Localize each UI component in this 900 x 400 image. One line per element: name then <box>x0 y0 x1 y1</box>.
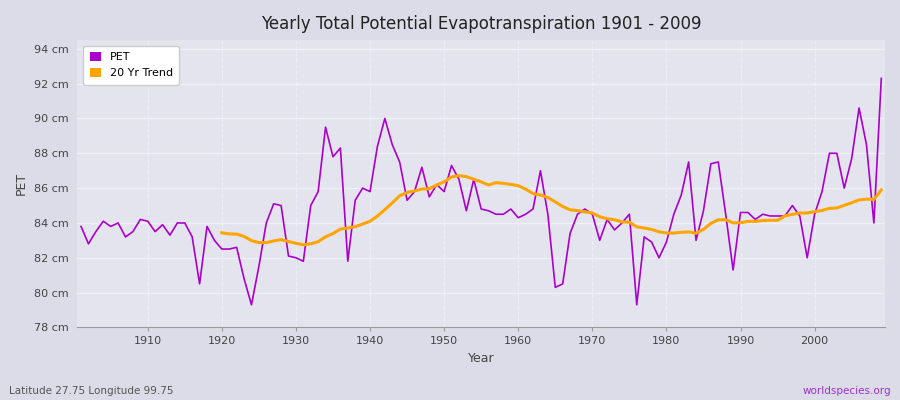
PET <box>520 212 531 217</box>
20 Yr Trend <box>795 211 806 216</box>
Text: worldspecies.org: worldspecies.org <box>803 386 891 396</box>
20 Yr Trend <box>861 197 872 202</box>
20 Yr Trend <box>313 239 324 244</box>
PET <box>876 76 886 81</box>
20 Yr Trend <box>298 242 309 247</box>
PET <box>76 224 86 229</box>
20 Yr Trend <box>690 231 701 236</box>
20 Yr Trend <box>876 188 886 192</box>
20 Yr Trend <box>216 230 227 235</box>
PET <box>305 203 316 208</box>
Y-axis label: PET: PET <box>15 172 28 195</box>
Legend: PET, 20 Yr Trend: PET, 20 Yr Trend <box>83 46 179 85</box>
X-axis label: Year: Year <box>468 352 494 365</box>
Line: 20 Yr Trend: 20 Yr Trend <box>221 176 881 245</box>
PET <box>246 302 256 307</box>
20 Yr Trend <box>454 173 464 178</box>
PET <box>513 215 524 220</box>
PET <box>350 198 361 203</box>
Title: Yearly Total Potential Evapotranspiration 1901 - 2009: Yearly Total Potential Evapotranspiratio… <box>261 15 701 33</box>
Text: Latitude 27.75 Longitude 99.75: Latitude 27.75 Longitude 99.75 <box>9 386 174 396</box>
Line: PET: PET <box>81 78 881 305</box>
PET <box>135 217 146 222</box>
20 Yr Trend <box>424 186 435 191</box>
20 Yr Trend <box>779 214 790 218</box>
PET <box>609 228 620 232</box>
